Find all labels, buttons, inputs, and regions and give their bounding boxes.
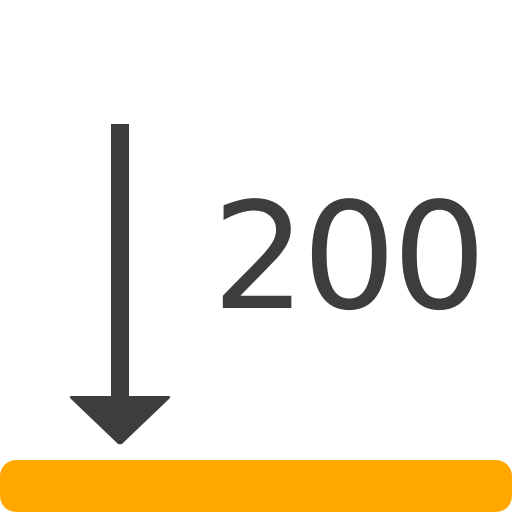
baseline-bar: [0, 460, 512, 512]
value-label: 200: [212, 171, 487, 343]
arrow-head: [69, 396, 171, 445]
arrow-down-icon: [69, 124, 171, 445]
arrow-shaft: [111, 124, 129, 398]
